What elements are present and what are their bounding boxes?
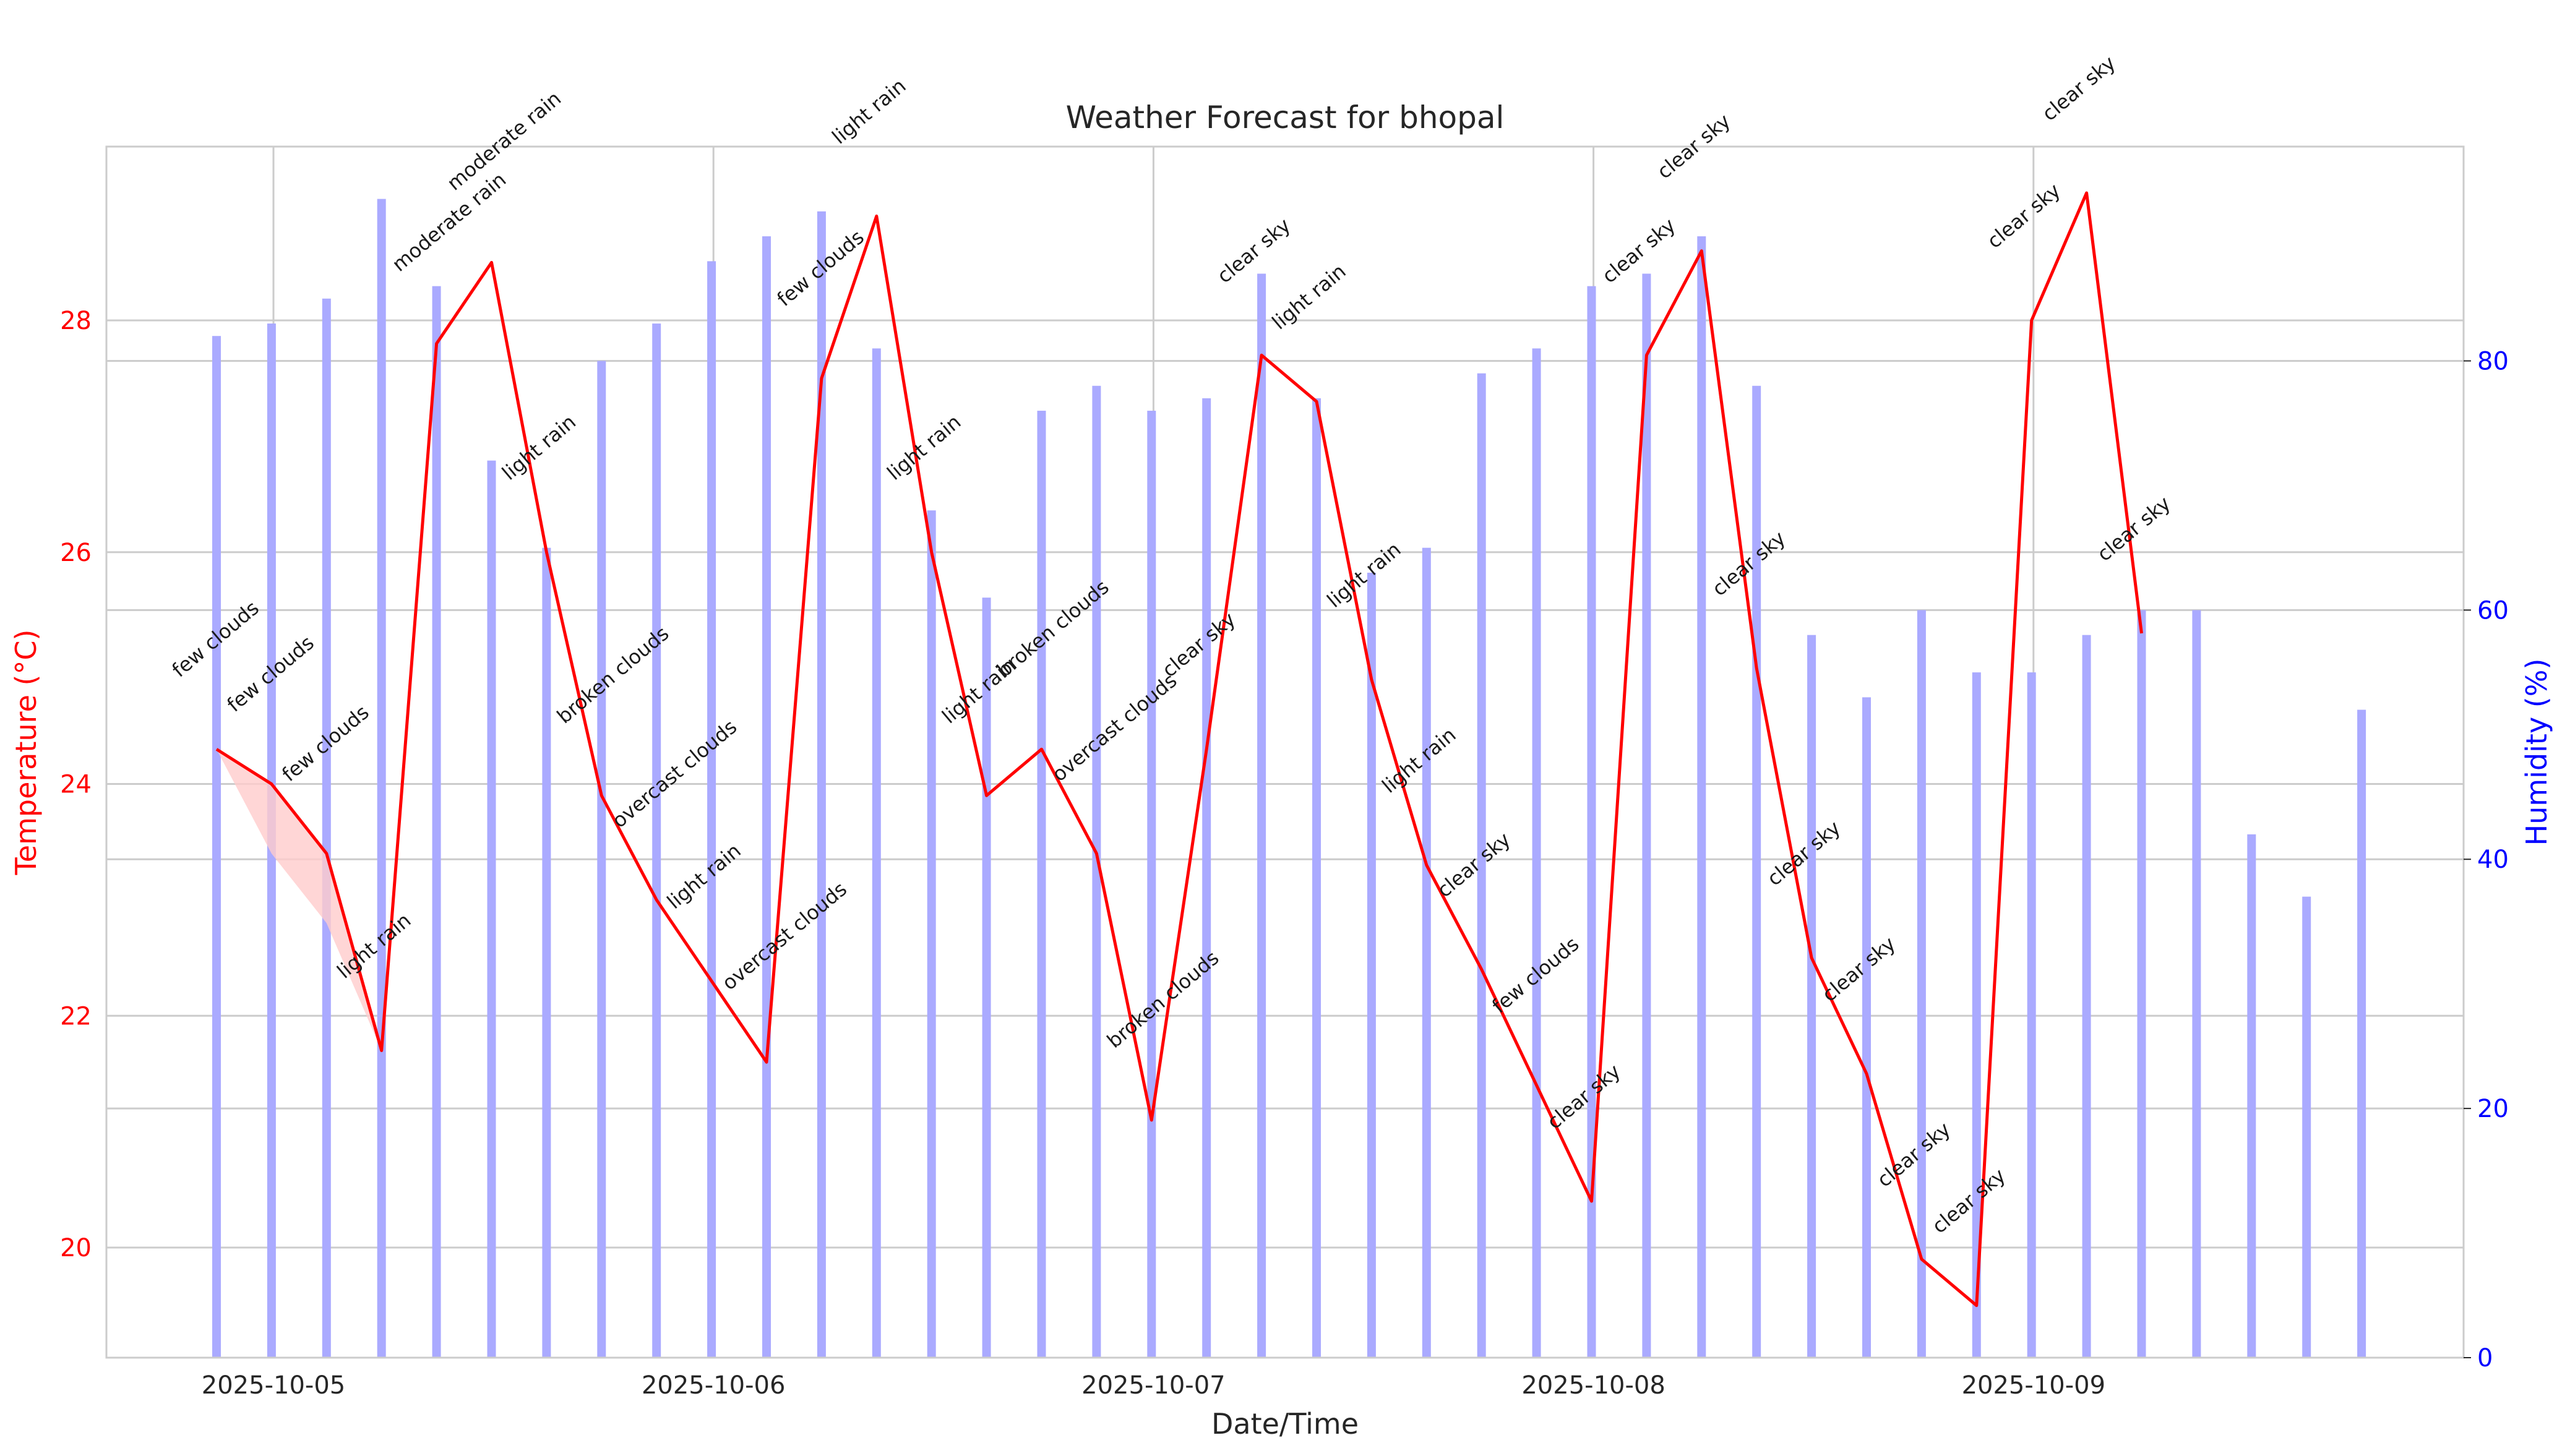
y-right-tick-label: 80	[2477, 347, 2509, 375]
humidity-bar	[1037, 411, 1046, 1358]
humidity-bar	[817, 211, 826, 1358]
humidity-bar	[2357, 709, 2366, 1358]
humidity-bar	[212, 336, 221, 1358]
humidity-bar	[2137, 610, 2146, 1358]
humidity-bar	[1257, 273, 1266, 1358]
humidity-bar	[1202, 398, 1211, 1358]
temperature-line	[215, 191, 2143, 1308]
plot-frame	[105, 145, 2465, 1359]
humidity-bar	[2082, 635, 2091, 1358]
humidity-bar	[1752, 385, 1761, 1358]
axes: 2025-10-05 2025-10-06 2025-10-07 2025-10-08…	[60, 307, 2509, 1400]
humidity-bar	[2192, 610, 2201, 1358]
humidity-bar	[872, 348, 881, 1358]
humidity-bars	[212, 199, 2366, 1358]
humidity-bar	[1312, 398, 1321, 1358]
humidity-bar	[1367, 572, 1376, 1358]
temperature-range-band	[217, 749, 382, 1051]
humidity-bar	[1642, 273, 1651, 1358]
humidity-bar	[377, 199, 386, 1358]
humidity-bar	[1422, 547, 1431, 1358]
y-right-tick-label: 40	[2477, 846, 2509, 874]
humidity-bar	[982, 597, 991, 1358]
x-tick-label: 2025-10-07	[1081, 1371, 1225, 1400]
y-left-tick-label: 22	[60, 1002, 92, 1030]
y-left-tick-label: 28	[60, 307, 92, 335]
humidity-bar	[1917, 610, 1926, 1358]
humidity-bar	[762, 236, 771, 1358]
humidity-bar	[1697, 236, 1706, 1358]
humidity-bar	[1807, 635, 1816, 1358]
humidity-bar	[2302, 896, 2311, 1358]
humidity-bar	[2027, 672, 2036, 1358]
y-axis-right-label: Humidity (%)	[2520, 659, 2553, 846]
humidity-bar	[1532, 348, 1541, 1358]
chart-title: Weather Forecast for bhopal	[1066, 100, 1505, 135]
temperature-range-fill	[217, 749, 382, 1051]
humidity-bar	[1972, 672, 1981, 1358]
humidity-bar	[1862, 697, 1871, 1358]
humidity-bar	[432, 286, 441, 1358]
humidity-bar	[1147, 411, 1156, 1358]
humidity-bar	[2247, 834, 2256, 1358]
humidity-bar	[487, 460, 496, 1358]
humidity-bar	[927, 510, 936, 1358]
y-left-tick-label: 26	[60, 539, 92, 567]
x-tick-label: 2025-10-09	[1962, 1371, 2105, 1400]
humidity-bar	[542, 547, 551, 1358]
y-right-tick-label: 0	[2477, 1344, 2493, 1372]
y-left-tick-label: 24	[60, 771, 92, 799]
humidity-bar	[1092, 385, 1101, 1358]
humidity-bar	[322, 298, 331, 1358]
y-right-tick-label: 60	[2477, 596, 2509, 625]
x-tick-label: 2025-10-08	[1521, 1371, 1665, 1400]
humidity-bar	[652, 323, 661, 1358]
humidity-bar	[707, 261, 716, 1358]
temperature-series-line	[215, 191, 2143, 1308]
x-tick-label: 2025-10-05	[202, 1371, 345, 1400]
x-tick-label: 2025-10-06	[642, 1371, 785, 1400]
humidity-bar	[597, 361, 606, 1358]
humidity-bar	[1587, 286, 1596, 1358]
y-left-tick-label: 20	[60, 1234, 92, 1262]
x-axis-label: Date/Time	[1211, 1407, 1359, 1441]
y-right-tick-label: 20	[2477, 1095, 2509, 1123]
humidity-bar	[1477, 373, 1486, 1358]
y-axis-left-label: Temperature (°C)	[9, 629, 43, 875]
